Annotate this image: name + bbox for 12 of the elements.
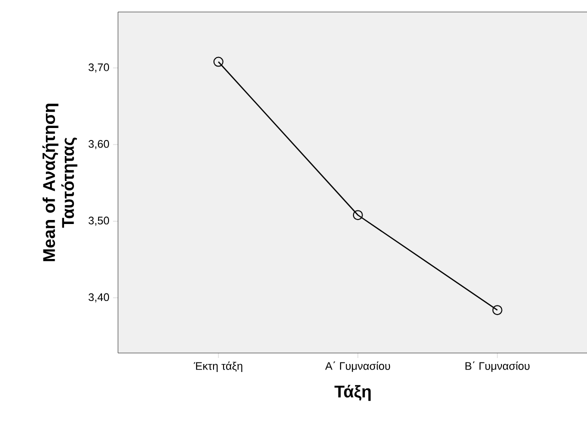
y-tick-label: 3,50 — [88, 216, 110, 226]
point — [352, 210, 363, 220]
point — [213, 56, 224, 67]
x-tick-label: Α΄ Γυμνασίου — [325, 362, 390, 372]
x-axis-title: Τάξη — [334, 384, 371, 401]
x-tick-label: Β΄ Γυμνασίου — [466, 362, 530, 372]
x-tick-label: Έκτη τάξη — [194, 362, 242, 372]
point — [492, 305, 502, 316]
y-tick-label: 3,40 — [88, 293, 110, 302]
y-tick-label: 3,70 — [88, 63, 110, 72]
y-tick-label: 3,60 — [88, 140, 110, 150]
y-axis-title: Mean of Αναζήτηση Ταυτότητας — [42, 104, 78, 262]
